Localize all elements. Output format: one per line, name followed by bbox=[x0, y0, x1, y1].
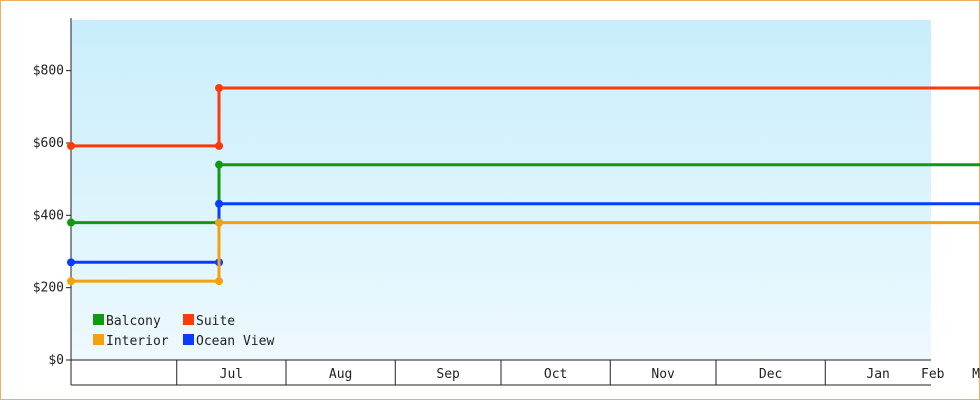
series-interior bbox=[67, 218, 980, 286]
x-tick-label: Sep bbox=[436, 367, 460, 382]
data-point bbox=[67, 141, 75, 150]
data-point bbox=[215, 141, 224, 150]
legend-item: Balcony bbox=[93, 314, 161, 329]
legend-swatch bbox=[183, 334, 194, 345]
x-tick-label: Oct bbox=[544, 367, 567, 382]
y-tick-label: $600 bbox=[33, 136, 64, 151]
legend-label: Balcony bbox=[106, 314, 161, 329]
series-layer bbox=[67, 84, 980, 286]
data-point bbox=[215, 160, 224, 169]
x-tick-label: Dec bbox=[759, 367, 782, 382]
legend-swatch bbox=[183, 314, 194, 325]
axes: $0 $200 $400 $600 $800 Jul Aug Sep Oct Nov Dec Jan F… bbox=[33, 18, 980, 386]
y-tick-label: $800 bbox=[33, 64, 64, 79]
legend-swatch bbox=[93, 334, 104, 345]
x-tick-label: Feb bbox=[921, 367, 945, 382]
legend-item: Ocean View bbox=[183, 334, 274, 349]
x-tick-label: Aug bbox=[329, 367, 352, 382]
legend-item: Suite bbox=[183, 314, 235, 329]
y-tick-label: $400 bbox=[33, 208, 64, 223]
series-suite bbox=[67, 84, 980, 150]
data-point bbox=[67, 277, 75, 286]
y-tick-label: $0 bbox=[48, 353, 64, 368]
legend-item: Interior bbox=[93, 334, 169, 349]
legend-label: Ocean View bbox=[196, 334, 274, 349]
data-point bbox=[67, 258, 75, 267]
data-point bbox=[215, 277, 224, 286]
plot-background bbox=[71, 20, 931, 360]
data-point bbox=[215, 218, 224, 227]
x-tick-label: Nov bbox=[651, 367, 675, 382]
data-point bbox=[215, 84, 224, 92]
legend-swatch bbox=[93, 314, 104, 325]
y-tick-label: $200 bbox=[33, 281, 64, 296]
x-tick-label: Jan bbox=[866, 367, 889, 382]
legend: Balcony Suite Interior Ocean View bbox=[93, 314, 274, 349]
legend-label: Suite bbox=[196, 314, 235, 329]
legend-label: Interior bbox=[106, 334, 169, 349]
x-tick-label: Mar bbox=[972, 367, 980, 382]
data-point bbox=[67, 218, 75, 227]
x-tick-label: Jul bbox=[220, 367, 243, 382]
data-point bbox=[215, 199, 224, 208]
